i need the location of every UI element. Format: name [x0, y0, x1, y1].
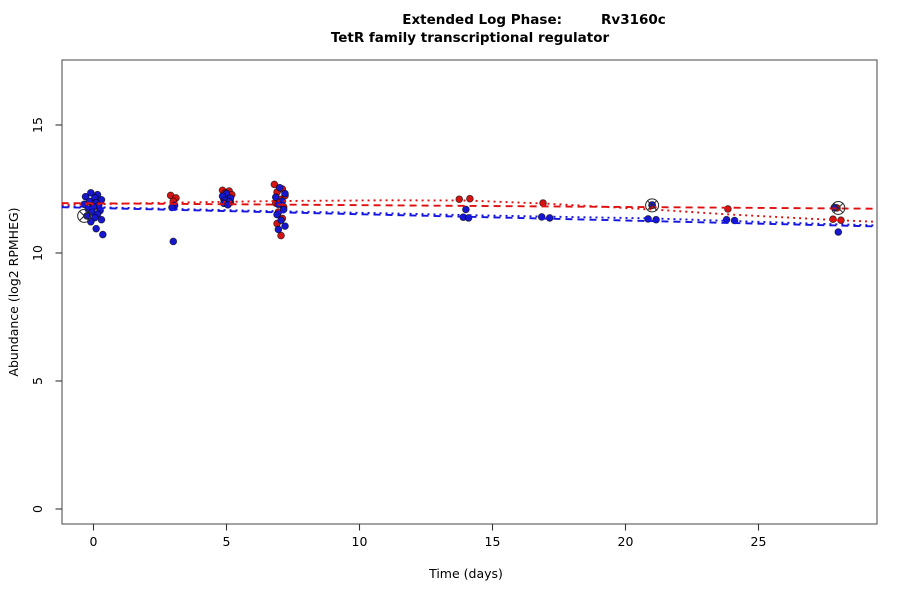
data-point-condition-blue	[92, 224, 100, 233]
data-point-condition-red	[277, 231, 285, 240]
data-points-layer	[80, 180, 845, 246]
fit-lines-layer	[61, 199, 876, 228]
chart-title-gene: Rv3160c	[601, 12, 666, 28]
data-point-condition-red	[466, 194, 474, 203]
x-tick-label: 20	[618, 534, 634, 549]
plot-box	[61, 59, 878, 525]
data-point-condition-blue	[97, 215, 106, 224]
data-point-condition-blue	[169, 237, 178, 246]
data-point-condition-blue	[87, 217, 95, 226]
x-tick-label: 5	[223, 534, 231, 549]
chart-title-left: Extended Log Phase:	[402, 12, 562, 28]
x-axis-title: Time (days)	[428, 566, 503, 581]
y-tick-label: 15	[30, 117, 45, 133]
data-point-condition-red	[270, 180, 279, 189]
data-point-condition-blue	[274, 225, 283, 234]
y-tick-label: 5	[30, 377, 45, 385]
data-point-condition-blue	[99, 230, 107, 239]
data-point-condition-blue	[834, 228, 843, 236]
circle-x-markers-layer	[77, 198, 846, 223]
y-tick-label: 10	[30, 245, 45, 261]
circle-x-marker-diag2	[647, 200, 658, 211]
circle-x-marker	[77, 208, 92, 223]
circle-x-marker-ring	[645, 198, 660, 213]
red-linear-fit-line	[61, 202, 876, 210]
red-smooth-fit-line	[61, 199, 876, 223]
x-tick-label: 10	[352, 534, 368, 549]
data-point-condition-red	[455, 195, 464, 204]
circle-x-marker-ring	[77, 208, 92, 223]
data-point-condition-blue	[275, 183, 284, 192]
blue-smooth-fit-line	[61, 205, 876, 227]
data-point-condition-red	[837, 216, 845, 225]
x-tick-label: 25	[751, 534, 767, 549]
data-point-condition-blue	[271, 193, 280, 201]
y-axis-title: Abundance (log2 RPMHEG)	[6, 207, 21, 376]
data-point-condition-blue	[281, 222, 289, 230]
data-point-condition-red	[724, 205, 732, 213]
data-point-condition-blue	[281, 189, 289, 198]
circle-x-marker-ring	[831, 200, 846, 215]
x-tick-label: 15	[485, 534, 501, 549]
y-tick-label: 0	[30, 505, 45, 513]
circle-x-marker-diag2	[79, 210, 90, 221]
chart-subtitle: TetR family transcriptional regulator	[331, 30, 610, 46]
circle-x-marker-diag2	[833, 202, 844, 213]
blue-linear-fit-line	[61, 206, 876, 228]
x-tick-label: 0	[90, 534, 98, 549]
data-point-condition-blue	[462, 205, 470, 214]
circle-x-marker	[831, 200, 846, 215]
data-point-condition-blue	[277, 216, 285, 225]
circle-x-marker	[645, 198, 660, 213]
axis-ticks: 0 5 10 15 20 25 0 5 10 15	[30, 117, 766, 549]
